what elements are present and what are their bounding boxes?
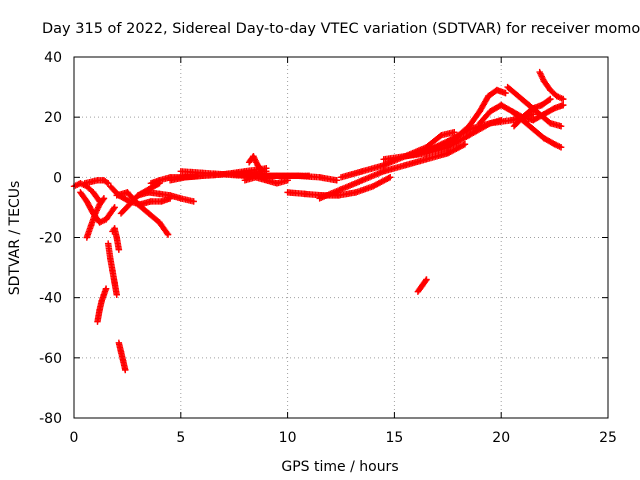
- data-point: [102, 285, 110, 292]
- x-tick-label: 5: [176, 430, 185, 446]
- x-tick-label: 20: [492, 430, 510, 446]
- series-arc30: [510, 95, 554, 130]
- chart-title: Day 315 of 2022, Sidereal Day-to-day VTE…: [42, 21, 640, 37]
- y-tick-label: 20: [44, 110, 62, 126]
- x-axis-label: GPS time / hours: [281, 459, 398, 475]
- series-arc5: [94, 285, 110, 325]
- data-point: [422, 277, 429, 285]
- data-point: [559, 95, 567, 103]
- data-point: [190, 198, 197, 205]
- data-point: [99, 196, 107, 203]
- data-point: [333, 177, 340, 184]
- data-point: [547, 95, 554, 103]
- series-arc6: [104, 240, 120, 298]
- data-point: [164, 231, 172, 238]
- series-arc21: [337, 129, 458, 181]
- data-point: [163, 229, 171, 237]
- data-point: [557, 144, 565, 151]
- y-tick-label: -40: [39, 291, 62, 307]
- data-point: [545, 96, 553, 104]
- data-point: [263, 165, 270, 172]
- data-point: [557, 122, 565, 130]
- data-point: [502, 89, 509, 97]
- x-tick-label: 15: [385, 430, 403, 446]
- y-tick-label: -20: [39, 231, 62, 247]
- data-point: [113, 291, 120, 298]
- series-arc25: [414, 276, 430, 295]
- data-point: [115, 246, 123, 253]
- data-point: [122, 366, 129, 374]
- data-point: [100, 195, 108, 202]
- x-tick-label: 0: [70, 430, 79, 446]
- data-point: [464, 126, 471, 134]
- series-arc17: [245, 153, 266, 175]
- y-tick-label: 0: [53, 170, 62, 186]
- series-arc3: [81, 177, 112, 187]
- y-tick-label: -60: [39, 351, 62, 367]
- data-point: [284, 177, 291, 184]
- data-point: [423, 276, 430, 283]
- series-arc20: [316, 141, 469, 202]
- data-point: [451, 129, 458, 136]
- series-arc7: [109, 225, 123, 253]
- data-point: [257, 166, 265, 174]
- x-axis-ticks: 0 5 10 15 20 25: [70, 57, 617, 446]
- data-point: [111, 204, 118, 211]
- data-point: [559, 101, 567, 109]
- data-point: [110, 205, 117, 212]
- data-point: [386, 174, 394, 181]
- data-point: [103, 179, 110, 186]
- data-point: [461, 141, 469, 148]
- series-arc12: [134, 189, 197, 205]
- y-tick-label: 40: [44, 50, 62, 66]
- data-point: [436, 133, 444, 140]
- series-arc29: [536, 68, 567, 103]
- series-arc4: [77, 189, 118, 226]
- data-marks: [70, 68, 567, 374]
- y-axis-ticks: -80 -60 -40 -20 0 20 40: [39, 50, 608, 427]
- data-point: [258, 168, 266, 175]
- x-tick-label: 10: [279, 430, 297, 446]
- series-arc28: [508, 107, 565, 151]
- series-arc8: [115, 339, 129, 374]
- series-arc18: [241, 174, 291, 187]
- y-tick-label: -80: [39, 411, 62, 427]
- y-axis-label: SDTVAR / TECUs: [7, 181, 23, 296]
- x-tick-label: 25: [599, 430, 617, 446]
- data-point: [385, 174, 392, 182]
- data-point: [460, 141, 467, 149]
